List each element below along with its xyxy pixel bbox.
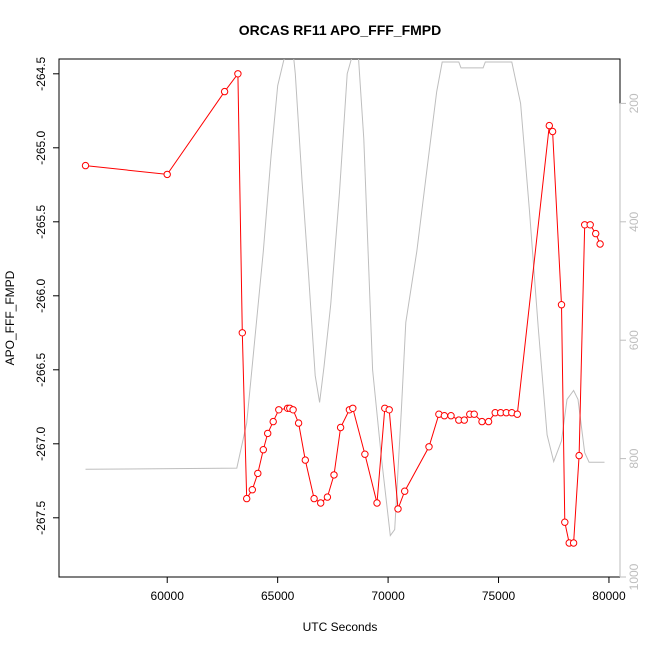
- y-tick-label: -266.5: [34, 352, 48, 386]
- data-point: [447, 412, 455, 420]
- y-tick-label: -267.5: [34, 500, 48, 534]
- data-point: [301, 456, 309, 464]
- data-point: [460, 416, 468, 424]
- data-point: [243, 494, 251, 503]
- data-point: [470, 410, 478, 418]
- primary-series-layer: [81, 70, 604, 547]
- y-tick-label: -265.0: [34, 130, 48, 164]
- data-point: [373, 499, 381, 507]
- data-point: [275, 406, 283, 414]
- secondary-series-line: [85, 59, 605, 537]
- data-point: [349, 404, 357, 412]
- axes-layer: 60000 65000 70000 75000 80000 -264.5 -265.0 -26…: [34, 56, 641, 603]
- data-point: [440, 412, 449, 420]
- x-tick-label: 75000: [482, 589, 516, 603]
- y2-tick-label: 600: [627, 330, 641, 350]
- y-tick-label: -267.0: [34, 426, 48, 460]
- data-point: [513, 410, 521, 418]
- data-point: [561, 518, 569, 526]
- y-axis-label: APO_FFF_FMPD: [3, 270, 17, 365]
- y2-tick-label: 200: [627, 93, 641, 113]
- data-point: [248, 486, 257, 494]
- data-point: [569, 539, 578, 547]
- data-point: [592, 229, 600, 238]
- data-point: [238, 329, 247, 337]
- y2-tick-label: 1000: [627, 563, 641, 590]
- data-point: [557, 301, 566, 309]
- data-point: [294, 419, 303, 427]
- data-point: [163, 170, 171, 179]
- data-point: [234, 70, 242, 78]
- y-tick-label: -264.5: [34, 56, 48, 90]
- data-point: [269, 417, 277, 426]
- data-point: [254, 469, 262, 478]
- data-point: [310, 494, 318, 503]
- data-point: [323, 493, 332, 501]
- data-point: [394, 505, 402, 513]
- data-point: [289, 406, 297, 414]
- x-axis-label: UTC Seconds: [303, 620, 378, 634]
- plot-frame: [58, 58, 621, 578]
- data-point: [484, 417, 493, 426]
- y-tick-label: -266.0: [34, 278, 48, 312]
- x-tick-label: 65000: [261, 589, 295, 603]
- data-point: [317, 499, 325, 507]
- x-tick-label: 70000: [371, 589, 405, 603]
- data-point: [81, 161, 90, 170]
- x-tick-label: 80000: [592, 589, 626, 603]
- y2-tick-label: 800: [627, 448, 641, 468]
- y2-tick-label: 400: [627, 211, 641, 231]
- chart-title: ORCAS RF11 APO_FFF_FMPD: [239, 22, 442, 38]
- data-point: [586, 221, 594, 229]
- data-point: [259, 446, 267, 454]
- data-point: [401, 487, 409, 495]
- data-point: [330, 471, 338, 479]
- data-point: [220, 87, 229, 96]
- data-point: [575, 451, 583, 460]
- x-tick-label: 60000: [151, 589, 185, 603]
- y-tick-label: -265.5: [34, 204, 48, 238]
- data-point: [596, 240, 604, 248]
- data-point: [336, 423, 345, 432]
- data-point: [385, 406, 393, 414]
- data-point: [548, 127, 557, 136]
- data-point: [425, 443, 433, 451]
- data-point: [545, 121, 553, 130]
- data-point: [361, 450, 369, 458]
- data-point: [478, 417, 486, 426]
- data-point: [264, 429, 272, 438]
- secondary-series-layer: [85, 59, 605, 537]
